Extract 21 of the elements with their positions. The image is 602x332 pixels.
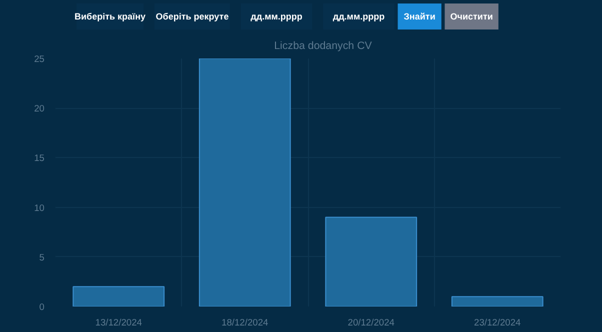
text: дд.мм.рррр [250, 12, 303, 22]
bar [72, 286, 165, 306]
bar [325, 216, 418, 306]
y-tick-label: 20 [34, 104, 45, 114]
x-tick-label: 18/12/2024 [222, 318, 268, 328]
text: Очистити [450, 12, 493, 22]
y-tick-label: 25 [34, 54, 45, 64]
x-tick-label: 13/12/2024 [95, 318, 142, 328]
y-tick-label: 0 [39, 302, 45, 312]
text: дд.мм.рррр [332, 12, 386, 22]
bar [451, 296, 544, 306]
y-tick-label: 10 [34, 202, 45, 213]
y-tick-label: 5 [39, 252, 45, 262]
series-label: Liczba dodanych CV [274, 40, 372, 52]
x-tick-label: 23/12/2024 [474, 318, 521, 328]
bar [198, 58, 291, 306]
text: Оберіть рекруте [156, 12, 229, 22]
y-tick-label: 15 [34, 153, 45, 164]
x-tick-label: 20/12/2024 [348, 318, 394, 328]
text: Знайти [404, 12, 436, 22]
text: Виберіть країну [74, 12, 146, 22]
